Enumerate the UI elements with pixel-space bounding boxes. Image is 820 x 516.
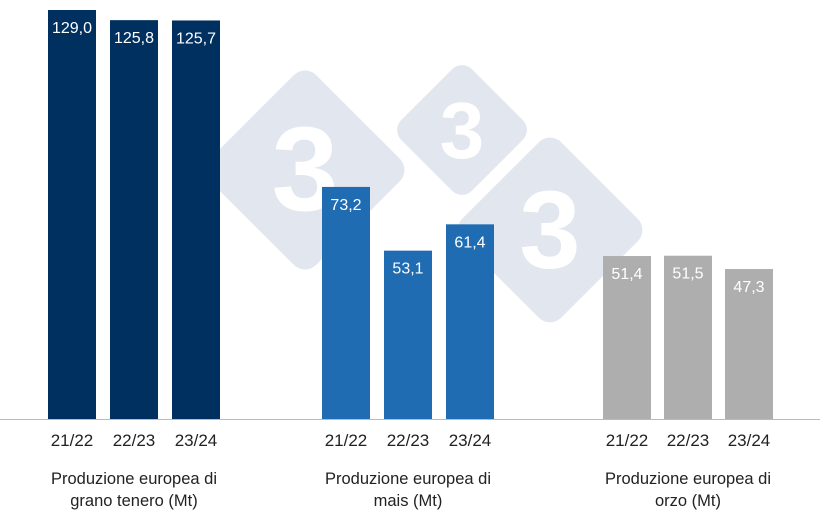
data-label: 51,4	[611, 266, 642, 283]
data-label: 51,5	[672, 266, 703, 283]
group-label: orzo (Mt)	[655, 492, 721, 510]
bar	[603, 256, 651, 419]
data-label: 129,0	[52, 20, 92, 37]
x-tick-label: 21/22	[51, 431, 94, 450]
data-label: 53,1	[392, 261, 423, 278]
bar	[48, 10, 96, 419]
bar	[110, 20, 158, 419]
svg-text:3: 3	[440, 86, 485, 175]
x-tick-label: 22/23	[667, 431, 710, 450]
watermark-logo: 3 3 3	[205, 65, 643, 323]
x-tick-label: 22/23	[387, 431, 430, 450]
group-label: mais (Mt)	[374, 492, 443, 510]
x-tick-label: 21/22	[606, 431, 649, 450]
x-tick-label: 21/22	[325, 431, 368, 450]
data-label: 73,2	[330, 197, 361, 214]
x-tick-label: 23/24	[728, 431, 771, 450]
group-label: Produzione europea di	[325, 470, 491, 488]
bar	[172, 20, 220, 419]
bar	[384, 250, 432, 419]
bar	[725, 269, 773, 419]
bar	[446, 224, 494, 419]
x-tick-label: 23/24	[449, 431, 492, 450]
group-label: grano tenero (Mt)	[70, 492, 197, 510]
group-label: Produzione europea di	[605, 470, 771, 488]
x-tick-label: 23/24	[175, 431, 218, 450]
group-label: Produzione europea di	[51, 470, 217, 488]
bar	[664, 255, 712, 419]
data-label: 61,4	[454, 234, 485, 251]
svg-text:3: 3	[519, 169, 580, 292]
data-label: 125,7	[176, 30, 216, 47]
data-label: 125,8	[114, 30, 154, 47]
data-label: 47,3	[733, 279, 764, 296]
x-tick-label: 22/23	[113, 431, 156, 450]
bar	[322, 186, 370, 419]
